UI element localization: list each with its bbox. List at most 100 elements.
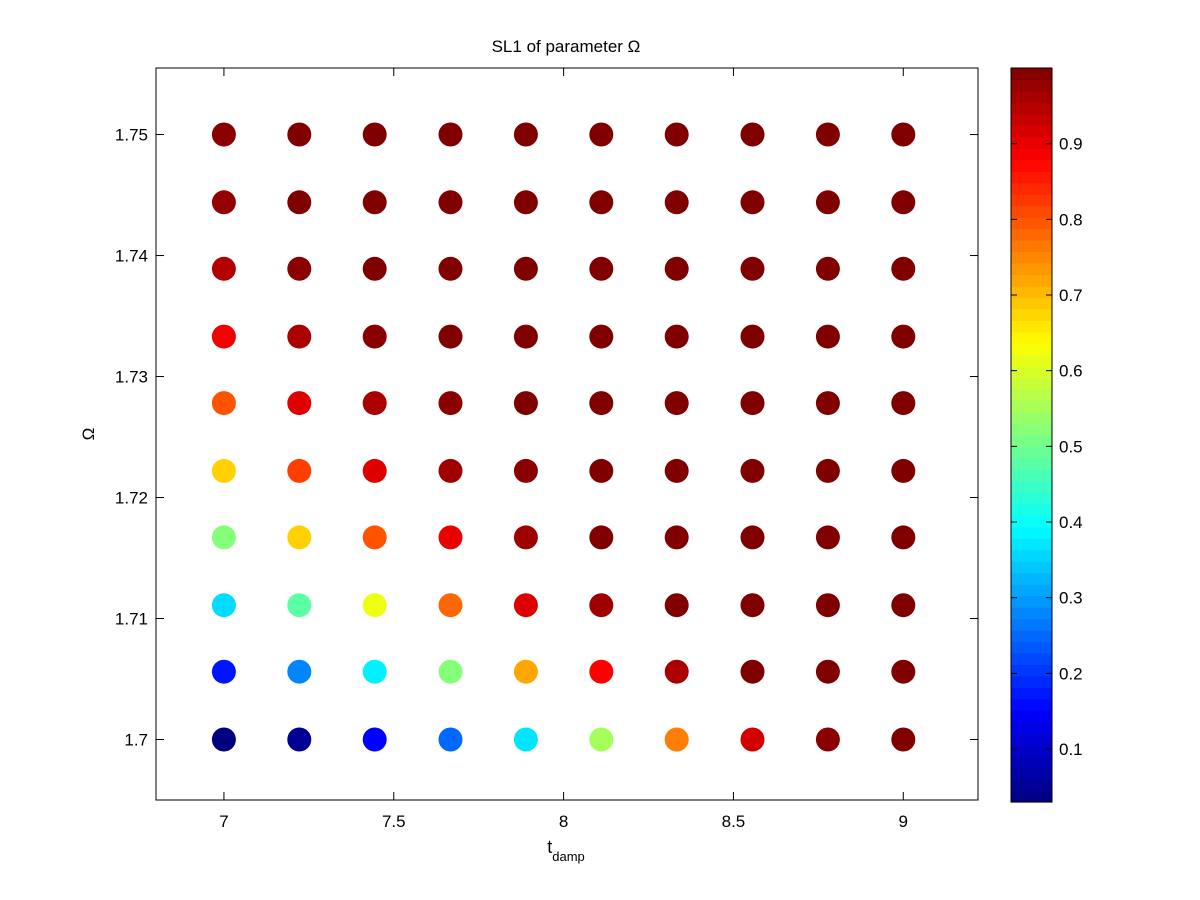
data-point	[287, 593, 312, 618]
data-point	[589, 593, 614, 618]
data-point	[211, 727, 236, 752]
data-point	[513, 256, 538, 281]
colorbar-segment	[1011, 721, 1052, 734]
data-point	[815, 525, 840, 550]
colorbar-segment	[1011, 526, 1052, 539]
data-point	[740, 256, 765, 281]
data-point	[589, 458, 614, 483]
colorbar-segment	[1011, 205, 1052, 218]
data-point	[740, 391, 765, 416]
data-point	[438, 190, 463, 215]
colorbar-tick-label: 0.8	[1059, 210, 1083, 229]
colorbar-segment	[1011, 675, 1052, 688]
data-point	[589, 525, 614, 550]
colorbar-segment	[1011, 687, 1052, 700]
colorbar-tick-label: 0.3	[1059, 589, 1083, 608]
data-point	[438, 391, 463, 416]
y-axis-ticks: 1.7 1.71 1.72 1.73 1.74 1.75	[115, 126, 978, 750]
data-point	[211, 256, 236, 281]
data-point	[362, 324, 387, 349]
x-axis-label: tdamp	[547, 837, 585, 864]
data-point	[815, 458, 840, 483]
colorbar-tick-label: 0.6	[1059, 362, 1083, 381]
scatter-markers	[211, 122, 916, 752]
data-point	[740, 324, 765, 349]
colorbar-segment	[1011, 756, 1052, 769]
data-point	[513, 458, 538, 483]
colorbar-segment	[1011, 423, 1052, 436]
plot-area	[155, 67, 979, 801]
colorbar-segment	[1011, 171, 1052, 184]
data-point	[891, 256, 916, 281]
data-point	[740, 727, 765, 752]
colorbar-segment	[1011, 779, 1052, 792]
data-point	[740, 593, 765, 618]
colorbar-segment	[1011, 274, 1052, 287]
x-axis-label-subscript: damp	[552, 849, 585, 864]
data-point	[362, 256, 387, 281]
colorbar-segment	[1011, 159, 1052, 172]
colorbar-segment	[1011, 457, 1052, 471]
colorbar-frame	[1010, 67, 1053, 803]
colorbar-segment	[1011, 297, 1052, 310]
data-point	[438, 324, 463, 349]
data-point	[664, 659, 689, 684]
colorbar-segment	[1011, 538, 1052, 551]
data-point	[211, 593, 236, 618]
data-point	[513, 122, 538, 147]
colorbar-segment	[1011, 515, 1052, 528]
y-tick-label: 1.73	[115, 368, 148, 387]
colorbar-segment	[1011, 652, 1052, 665]
colorbar-segment	[1011, 595, 1052, 608]
data-point	[891, 727, 916, 752]
data-point	[513, 324, 538, 349]
data-point	[287, 391, 312, 416]
data-point	[891, 122, 916, 147]
colorbar: 0.1 0.2 0.3 0.4 0.5 0.6 0.7 0.8 0.9	[1010, 67, 1083, 803]
data-point	[589, 324, 614, 349]
colorbar-segment	[1011, 285, 1052, 298]
x-tick-label: 9	[899, 812, 908, 831]
colorbar-tick-label: 0.9	[1059, 135, 1083, 154]
data-point	[362, 122, 387, 147]
colorbar-segment	[1011, 400, 1052, 413]
data-point	[664, 122, 689, 147]
data-point	[211, 190, 236, 215]
data-point	[891, 190, 916, 215]
colorbar-segment	[1011, 480, 1052, 493]
data-point	[211, 659, 236, 684]
data-point	[589, 256, 614, 281]
chart-title: SL1 of parameter Ω	[492, 37, 641, 56]
data-point	[287, 122, 312, 147]
data-point	[891, 391, 916, 416]
data-point	[362, 458, 387, 483]
data-point	[287, 727, 312, 752]
data-point	[211, 122, 236, 147]
data-point	[211, 458, 236, 483]
colorbar-segment	[1011, 492, 1052, 505]
colorbar-segment	[1011, 377, 1052, 390]
data-point	[815, 190, 840, 215]
data-point	[438, 727, 463, 752]
colorbar-segment	[1011, 90, 1052, 104]
data-point	[891, 324, 916, 349]
colorbar-segment	[1011, 262, 1052, 276]
data-point	[438, 593, 463, 618]
data-point	[664, 256, 689, 281]
colorbar-segment	[1011, 240, 1052, 253]
colorbar-tick-label: 0.2	[1059, 664, 1083, 683]
y-tick-label: 1.74	[115, 247, 148, 266]
colorbar-segment	[1011, 366, 1052, 379]
colorbar-tick-label: 0.5	[1059, 437, 1083, 456]
colorbar-segment	[1011, 641, 1052, 654]
data-point	[287, 324, 312, 349]
data-point	[589, 727, 614, 752]
data-point	[589, 122, 614, 147]
data-point	[211, 525, 236, 550]
colorbar-segment	[1011, 412, 1052, 425]
data-point	[438, 122, 463, 147]
colorbar-segment	[1011, 217, 1052, 230]
colorbar-segment	[1011, 182, 1052, 195]
colorbar-segment	[1011, 733, 1052, 746]
data-point	[664, 593, 689, 618]
